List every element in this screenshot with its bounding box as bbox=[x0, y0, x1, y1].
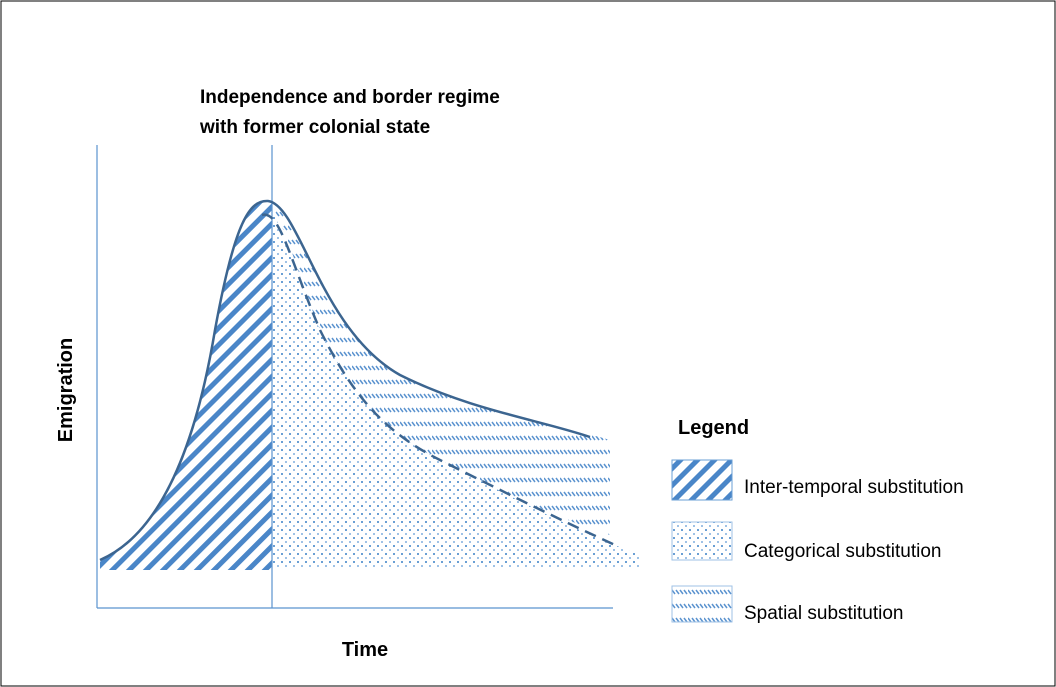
annotation-line: Independence and border regime bbox=[200, 87, 500, 108]
spatial-area bbox=[272, 205, 610, 535]
legend-swatch bbox=[671, 585, 733, 623]
y-axis-label: Emigration bbox=[55, 338, 77, 442]
legend-swatch bbox=[671, 521, 733, 561]
intertemporal-area bbox=[100, 200, 272, 570]
counterfactual-curve bbox=[261, 213, 616, 547]
legend-swatch bbox=[671, 459, 733, 501]
legend-title: Legend bbox=[678, 417, 749, 439]
categorical-area bbox=[272, 210, 640, 568]
legend-label: Categorical substitution bbox=[744, 541, 942, 562]
annotation-line: with former colonial state bbox=[199, 117, 430, 138]
emigration-curve bbox=[99, 199, 591, 562]
x-axis-label: Time bbox=[342, 639, 388, 661]
legend-label: Spatial substitution bbox=[744, 603, 904, 624]
legend-label: Inter-temporal substitution bbox=[744, 477, 964, 498]
